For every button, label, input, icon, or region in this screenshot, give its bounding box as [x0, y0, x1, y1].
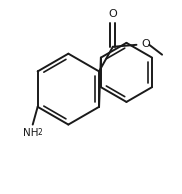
Text: 2: 2	[38, 128, 42, 137]
Text: O: O	[108, 9, 117, 19]
Text: O: O	[141, 39, 150, 49]
Text: NH: NH	[23, 127, 39, 138]
